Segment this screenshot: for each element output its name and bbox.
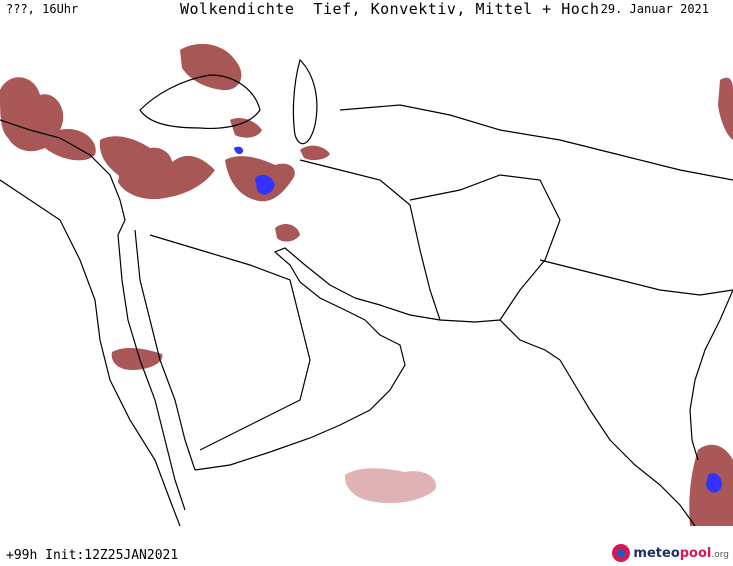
map-footer: +99h Init:12Z25JAN2021 meteopool.org	[0, 528, 733, 566]
logo-accent: pool	[679, 545, 712, 561]
cloud-area-east-edge	[718, 77, 733, 140]
coastline-arabia-south	[194, 319, 406, 471]
cloud-area-turkey	[118, 155, 215, 200]
border-afghanistan	[409, 174, 561, 321]
init-time-label: +99h Init:12Z25JAN2021	[6, 548, 179, 563]
cloud-area-caucasus	[230, 118, 262, 138]
cloud-area-black-sea	[180, 43, 242, 91]
border-india-north	[539, 259, 733, 296]
coastline-caspian	[292, 58, 318, 145]
cloud-area-gulf-north	[275, 224, 300, 242]
coastline-black-sea	[139, 74, 261, 130]
cloud-area-caspian-south	[300, 145, 330, 161]
coastline-red-sea-west	[117, 234, 186, 511]
logo-prefix: meteo	[633, 545, 680, 561]
map-title: Wolkendichte Tief, Konvektiv, Mittel + H…	[180, 0, 600, 18]
coastline-india-east	[689, 289, 733, 461]
convective-core-south-india	[706, 473, 722, 493]
forecast-time-label: ???, 16Uhr	[6, 2, 79, 16]
cloud-area-red-sea	[111, 347, 163, 370]
forecast-date: 29. Januar 2021	[600, 2, 709, 16]
border-central-asia	[339, 104, 733, 181]
coastline-iran-south	[354, 297, 561, 361]
convective-core-north	[234, 146, 244, 155]
logo-suffix: .org	[711, 549, 729, 560]
coastline-india-west	[559, 359, 696, 526]
cloud-area-europe-west	[0, 77, 96, 161]
coastline-mediterranean	[0, 119, 126, 236]
coastlines-and-borders	[0, 58, 733, 526]
coastline-red-sea-east	[134, 229, 196, 471]
border-saudi	[149, 234, 311, 451]
meteopool-logo[interactable]: meteopool.org	[612, 544, 729, 562]
convective-cores	[234, 146, 722, 493]
coastline-east-africa	[0, 179, 181, 526]
logo-icon	[612, 544, 631, 562]
cloud-area-arabian-sea	[344, 468, 436, 504]
border-iran	[299, 159, 441, 321]
convective-core-iraq	[255, 174, 275, 195]
cloud-density-map	[0, 43, 733, 526]
logo-text: meteopool.org	[633, 546, 729, 561]
coastline-persian-gulf	[273, 247, 366, 321]
